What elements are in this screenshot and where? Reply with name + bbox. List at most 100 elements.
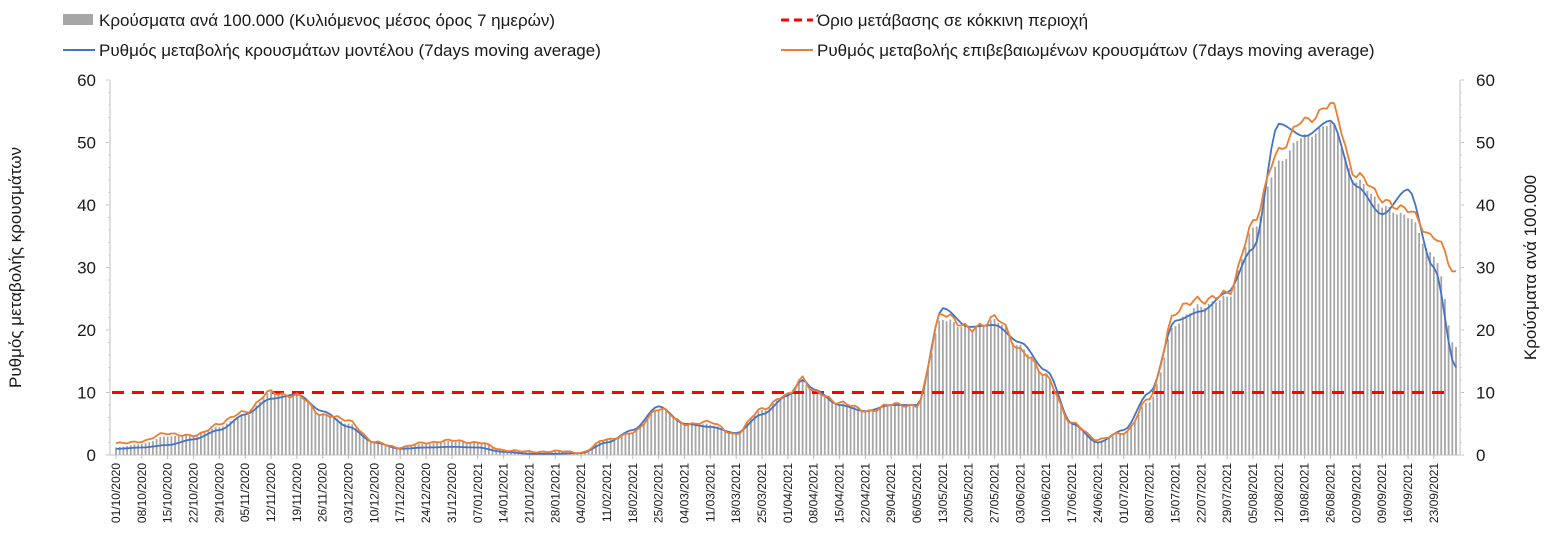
case-bar: [687, 424, 690, 455]
case-bar: [177, 436, 180, 455]
case-bar: [716, 426, 719, 455]
case-bar: [196, 434, 199, 455]
case-bar: [978, 325, 981, 455]
case-bar: [1399, 212, 1402, 455]
case-bar: [1285, 159, 1288, 455]
y-tick-label-right: 40: [1476, 196, 1495, 215]
case-bar: [661, 408, 664, 455]
case-bar: [1034, 361, 1037, 455]
case-bar: [1366, 190, 1369, 456]
case-bar: [329, 417, 332, 455]
case-bar: [384, 444, 387, 455]
case-bar: [1421, 243, 1424, 455]
case-bar: [1008, 334, 1011, 455]
case-bar: [1100, 440, 1103, 455]
case-bar: [1189, 313, 1192, 455]
case-bar: [1137, 414, 1140, 455]
case-bar: [1141, 406, 1144, 455]
case-bar: [635, 430, 638, 455]
y-axis-title-left: Ρυθμός μεταβολής κρουσμάτων: [6, 147, 25, 388]
case-bar: [432, 443, 435, 455]
case-bar: [986, 325, 989, 455]
case-bar: [421, 443, 424, 455]
line-series-group: [112, 102, 1457, 455]
case-bar: [255, 405, 258, 455]
case-bar: [1407, 218, 1409, 455]
case-bar: [1455, 347, 1457, 455]
case-bar: [1218, 300, 1221, 455]
case-bar: [953, 322, 955, 455]
case-bar: [901, 405, 904, 455]
legend-label: Ρυθμός μεταβολής επιβεβαιωμένων κρουσμάτ…: [817, 41, 1375, 60]
case-bar: [1440, 276, 1443, 455]
case-bar: [820, 395, 822, 455]
case-bar: [1093, 440, 1096, 455]
case-bar: [705, 423, 708, 455]
x-tick-label: 10/06/2021: [1039, 463, 1053, 523]
case-bar: [414, 444, 416, 455]
case-bar: [310, 405, 313, 455]
case-bar: [244, 414, 247, 455]
case-bar: [225, 423, 228, 455]
case-bar: [783, 395, 786, 455]
case-bar: [842, 403, 845, 455]
case-bar: [211, 428, 213, 455]
case-bar: [332, 417, 335, 455]
case-bar: [1108, 438, 1110, 455]
case-bar: [443, 441, 446, 455]
case-bar: [609, 438, 612, 455]
case-bar: [1340, 147, 1343, 455]
case-bar: [218, 427, 221, 455]
case-bar: [709, 424, 712, 455]
case-bar: [956, 326, 959, 455]
case-bar: [1444, 299, 1446, 455]
case-bar: [1333, 123, 1336, 455]
x-tick-label: 03/06/2021: [1013, 463, 1027, 523]
case-bar: [735, 432, 738, 455]
case-bar: [816, 391, 819, 455]
x-tick-label: 04/03/2021: [677, 463, 691, 523]
case-bar: [295, 393, 298, 455]
case-bar: [602, 440, 605, 455]
x-tick-label: 12/11/2020: [264, 463, 278, 522]
case-bar: [594, 444, 597, 455]
case-bar: [679, 422, 682, 455]
case-bar: [388, 445, 391, 455]
case-bar: [927, 369, 930, 455]
case-bar: [606, 439, 608, 455]
case-bar: [868, 410, 870, 455]
case-bar: [941, 319, 944, 455]
case-bar: [757, 411, 760, 455]
case-bar: [908, 404, 911, 455]
case-bar: [882, 405, 885, 455]
case-bar: [646, 418, 649, 455]
case-bar: [1396, 214, 1398, 455]
x-tick-label: 28/01/2021: [548, 463, 562, 523]
case-bar: [587, 449, 590, 455]
case-bar: [1222, 295, 1225, 455]
case-bar: [307, 401, 309, 455]
case-bar: [288, 396, 291, 455]
case-bar: [1403, 214, 1406, 455]
x-tick-label: 26/08/2021: [1323, 463, 1337, 523]
case-bar: [805, 384, 808, 455]
case-bar: [786, 393, 789, 455]
case-bar: [857, 408, 859, 455]
case-bar: [989, 320, 992, 455]
case-bar: [1307, 134, 1310, 455]
axis-labels-group: 0 0 10 10 20 20 30 30 40 40 50 50 60 60 Ρυθμός μεταβολ…: [6, 71, 1540, 523]
y-tick-label-right: 60: [1476, 71, 1495, 90]
x-tick-label: 29/07/2021: [1220, 463, 1234, 523]
case-bar: [617, 437, 619, 455]
case-bar: [1244, 247, 1247, 455]
case-bar: [1344, 157, 1347, 455]
case-bar: [233, 419, 236, 455]
case-bar: [919, 400, 922, 455]
case-bar: [1026, 354, 1029, 455]
x-tick-label: 03/12/2020: [342, 463, 356, 523]
case-bar: [270, 391, 272, 455]
case-bar: [727, 432, 730, 455]
case-bar: [1296, 140, 1299, 455]
x-tick-label: 22/07/2021: [1194, 463, 1208, 523]
case-bar: [1082, 430, 1085, 455]
